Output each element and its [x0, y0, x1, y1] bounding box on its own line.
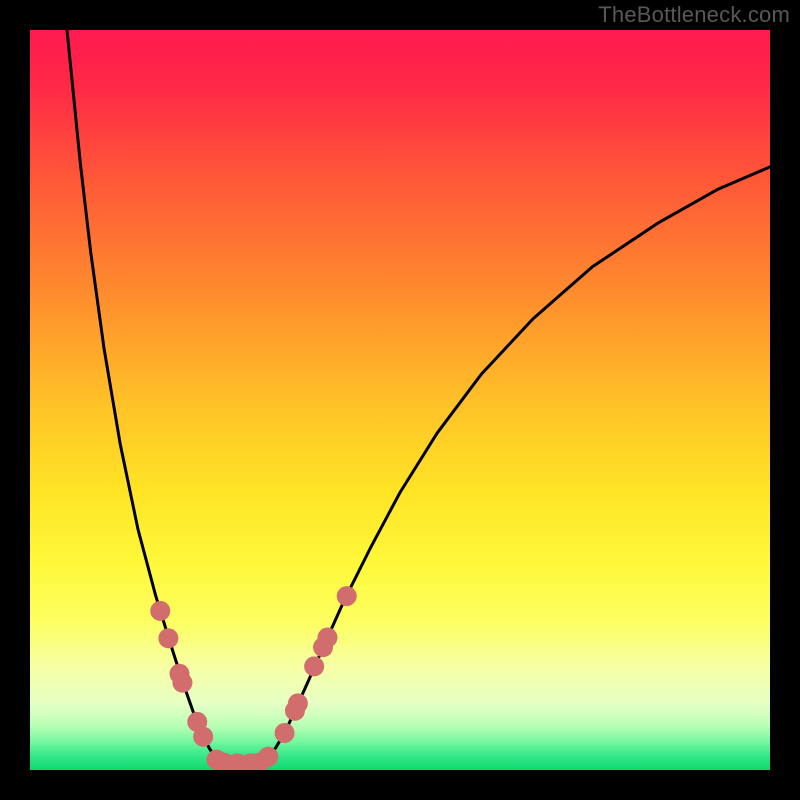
data-marker [258, 747, 278, 767]
data-marker [172, 673, 192, 693]
plot-area [30, 30, 770, 770]
data-marker [288, 693, 308, 713]
data-marker [193, 727, 213, 747]
chart-frame: TheBottleneck.com [0, 0, 800, 800]
chart-svg [30, 30, 770, 770]
data-marker [337, 586, 357, 606]
data-marker [317, 628, 337, 648]
watermark-text: TheBottleneck.com [598, 2, 790, 28]
data-marker [158, 628, 178, 648]
data-marker [275, 723, 295, 743]
gradient-background [30, 30, 770, 770]
data-marker [150, 601, 170, 621]
data-marker [304, 656, 324, 676]
